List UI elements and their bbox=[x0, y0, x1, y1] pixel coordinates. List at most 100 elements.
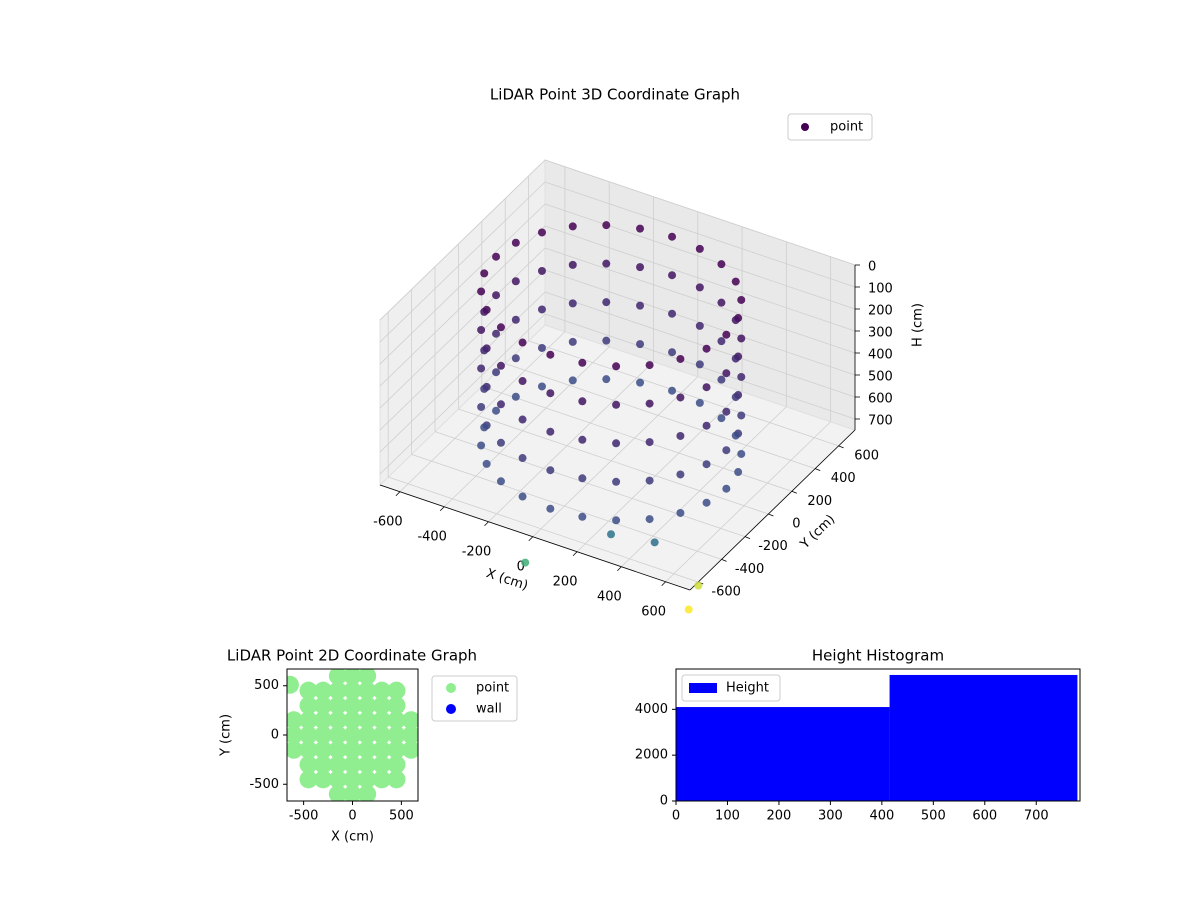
point bbox=[568, 260, 577, 269]
point bbox=[477, 441, 486, 450]
chart-title: LiDAR Point 2D Coordinate Graph bbox=[227, 647, 477, 665]
point bbox=[387, 681, 406, 700]
point bbox=[602, 336, 611, 345]
grid-line bbox=[544, 291, 856, 398]
x-axis-label: X (cm) bbox=[331, 830, 374, 845]
point bbox=[511, 277, 520, 286]
point bbox=[612, 439, 621, 448]
legend-marker bbox=[446, 683, 456, 693]
point bbox=[645, 476, 654, 485]
y-tick-label: -200 bbox=[758, 539, 788, 554]
y-axis-label: Y (cm) bbox=[219, 714, 234, 757]
z-axis-label: H (cm) bbox=[911, 303, 926, 347]
point bbox=[372, 681, 391, 700]
point bbox=[387, 696, 406, 715]
point bbox=[676, 393, 685, 402]
point bbox=[636, 340, 645, 349]
tick-mark bbox=[744, 536, 751, 540]
point bbox=[602, 221, 611, 230]
point bbox=[668, 309, 677, 318]
point bbox=[496, 438, 505, 447]
tick-mark bbox=[838, 445, 844, 449]
point bbox=[737, 334, 746, 343]
x-tick-label: -200 bbox=[462, 544, 492, 559]
point bbox=[477, 364, 486, 373]
point bbox=[480, 384, 489, 393]
point bbox=[287, 740, 303, 759]
point bbox=[358, 755, 377, 774]
tick-mark bbox=[768, 513, 774, 517]
point bbox=[717, 337, 726, 346]
grid-line bbox=[379, 159, 546, 321]
point bbox=[668, 232, 677, 241]
point bbox=[722, 407, 731, 416]
x-tick-label: 0 bbox=[348, 809, 356, 824]
point bbox=[299, 755, 318, 774]
legend-box bbox=[787, 113, 873, 141]
z-tick-label: 400 bbox=[868, 348, 893, 363]
point bbox=[314, 755, 333, 774]
point bbox=[537, 305, 546, 314]
point bbox=[492, 252, 501, 261]
point bbox=[537, 343, 546, 352]
z-tick-label: 500 bbox=[868, 370, 893, 385]
z-tick-label: 600 bbox=[868, 392, 893, 407]
point bbox=[482, 459, 491, 468]
grid-line bbox=[528, 340, 839, 447]
grid-line bbox=[488, 361, 654, 523]
point bbox=[518, 492, 527, 501]
point bbox=[314, 726, 333, 744]
point bbox=[612, 400, 621, 409]
point bbox=[328, 755, 347, 774]
point bbox=[492, 368, 501, 377]
point bbox=[546, 504, 555, 513]
grid-line bbox=[379, 313, 546, 475]
point bbox=[343, 681, 362, 700]
grid-line bbox=[621, 406, 787, 568]
x-tick-label: 300 bbox=[818, 809, 843, 824]
point bbox=[358, 770, 377, 789]
point bbox=[287, 711, 303, 730]
grid-line bbox=[544, 225, 856, 332]
y-tick-label: 4000 bbox=[635, 702, 668, 717]
point bbox=[731, 277, 740, 286]
legend-marker bbox=[801, 123, 809, 131]
point bbox=[668, 271, 677, 280]
point bbox=[496, 400, 505, 409]
point bbox=[328, 681, 347, 700]
point bbox=[314, 696, 333, 715]
point bbox=[578, 474, 587, 483]
point bbox=[668, 348, 677, 357]
point bbox=[607, 530, 616, 539]
legend-marker bbox=[446, 704, 456, 714]
point bbox=[695, 244, 704, 253]
point bbox=[702, 383, 711, 392]
point bbox=[511, 354, 520, 363]
point bbox=[328, 696, 347, 715]
grid-line bbox=[458, 408, 769, 515]
point bbox=[518, 454, 527, 463]
point bbox=[695, 398, 704, 407]
legend-label: point bbox=[476, 681, 509, 696]
plot-area bbox=[287, 669, 418, 801]
y-tick-label: 500 bbox=[254, 678, 279, 693]
point bbox=[722, 446, 731, 455]
grid-line bbox=[379, 225, 546, 387]
point bbox=[358, 711, 377, 730]
tick-mark bbox=[721, 558, 727, 562]
point bbox=[695, 360, 704, 369]
tick-mark bbox=[791, 490, 797, 494]
point bbox=[372, 740, 391, 759]
x-tick-label: 0 bbox=[672, 809, 680, 824]
point bbox=[645, 438, 654, 447]
point bbox=[496, 477, 505, 486]
legend-label: Height bbox=[726, 681, 769, 696]
x-tick-label: 600 bbox=[972, 809, 997, 824]
point bbox=[477, 325, 486, 334]
point bbox=[702, 344, 711, 353]
axis-line bbox=[689, 429, 856, 591]
point bbox=[343, 696, 362, 715]
point bbox=[702, 498, 711, 507]
point bbox=[668, 386, 677, 395]
